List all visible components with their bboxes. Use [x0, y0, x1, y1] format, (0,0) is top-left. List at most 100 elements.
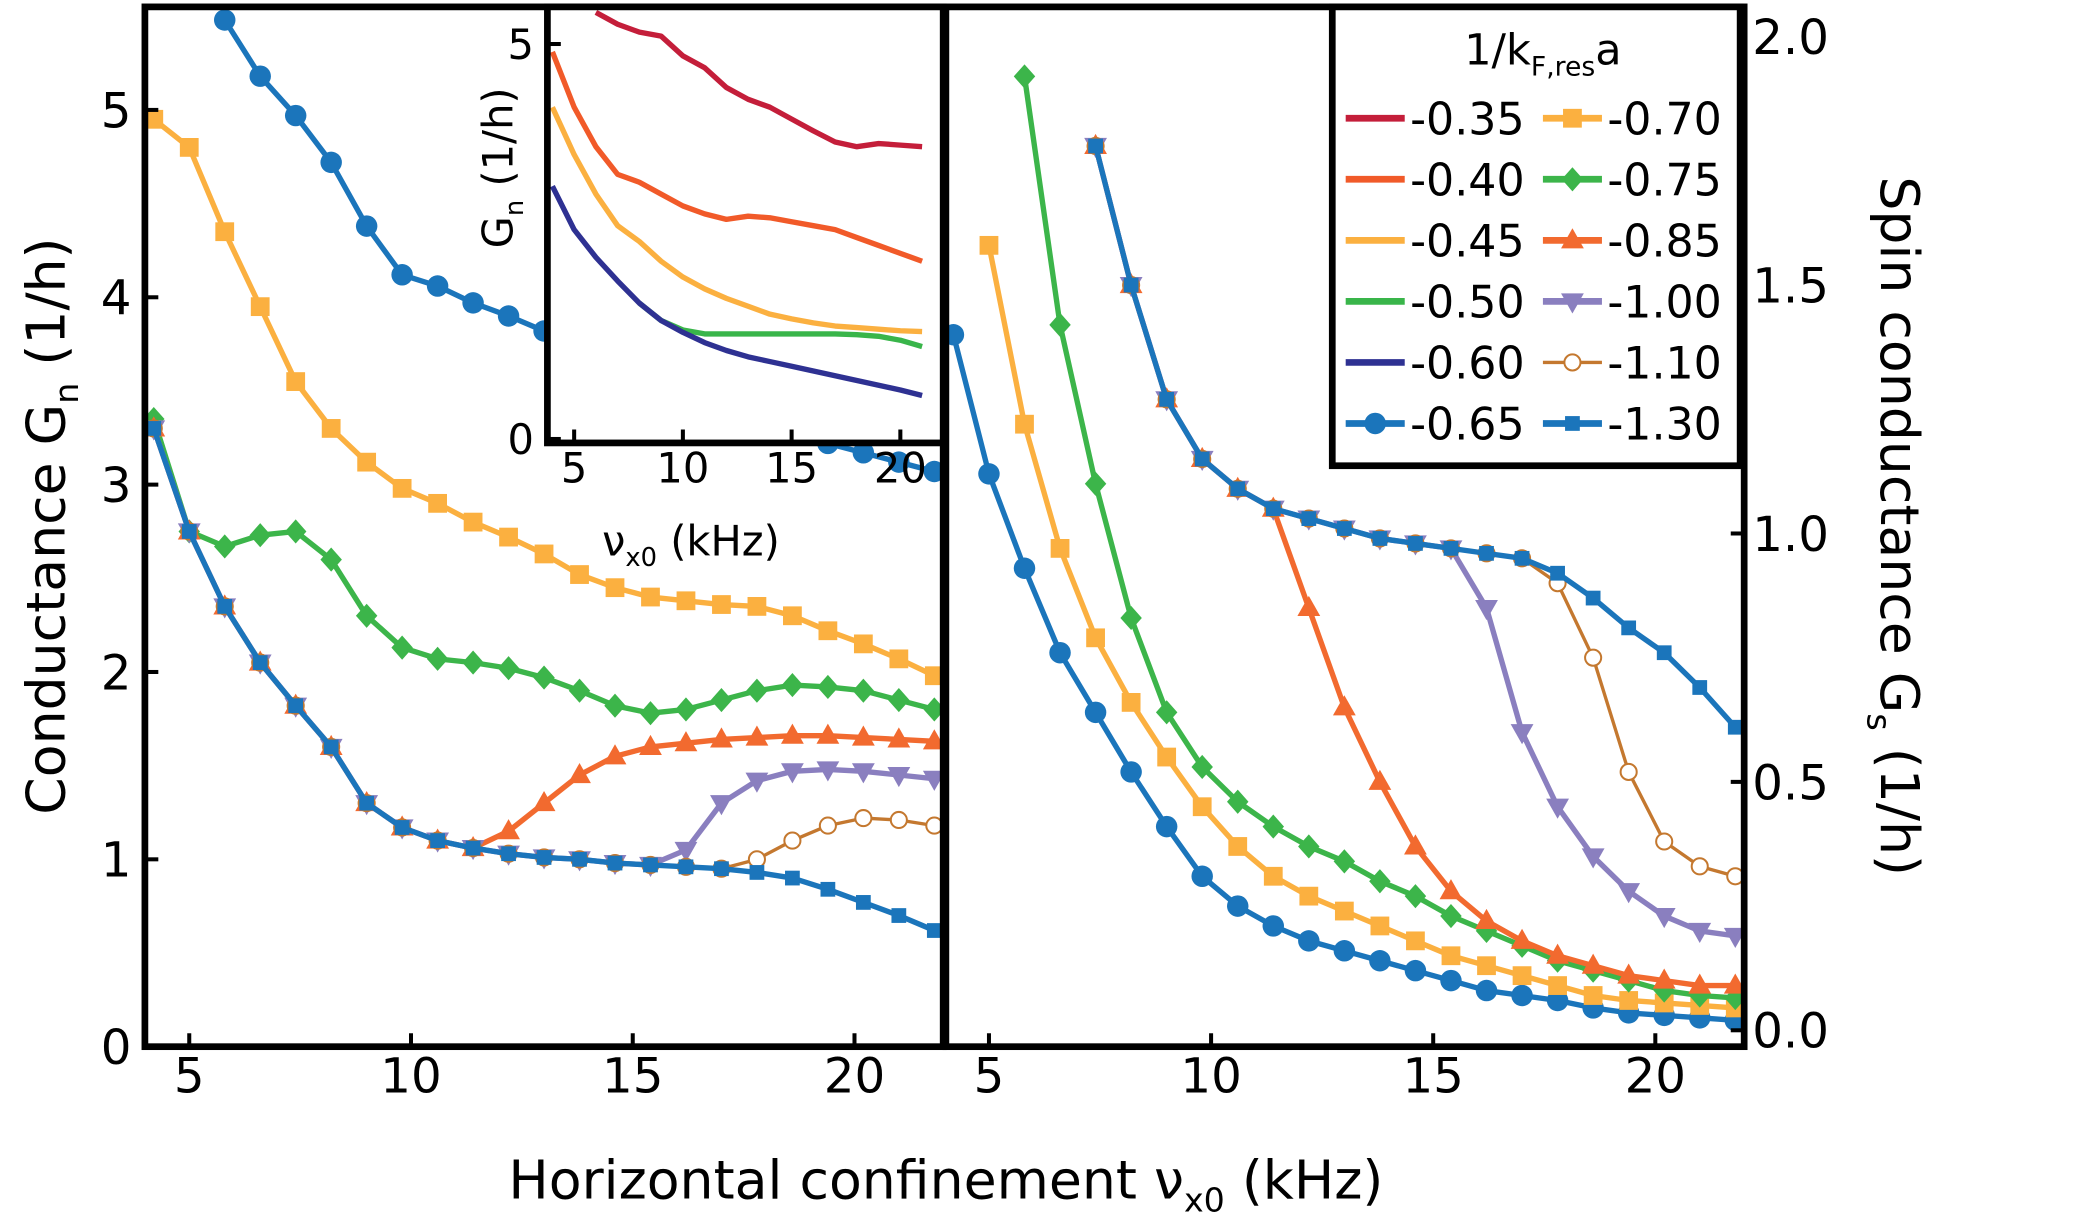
marker [1441, 946, 1461, 966]
marker [924, 666, 944, 686]
inset-background [547, 6, 944, 443]
y2-tick-label: 0.5 [1752, 755, 1829, 811]
plot-area [549, 10, 924, 399]
marker [1013, 64, 1036, 89]
marker [1230, 481, 1246, 497]
x-tick-label: 20 [1625, 1049, 1686, 1105]
marker [678, 859, 694, 875]
series-line [637, 301, 923, 350]
marker [1298, 834, 1320, 859]
marker [288, 698, 304, 714]
label-text: Conductance G [14, 404, 77, 815]
series-line [986, 244, 1736, 1011]
marker [818, 621, 838, 641]
y2-tick-label: 1.5 [1752, 258, 1829, 314]
marker [888, 688, 910, 713]
marker [217, 599, 233, 614]
marker [426, 275, 449, 297]
marker [923, 460, 944, 483]
label-text: G [474, 216, 523, 248]
y-tick-label: 5 [508, 20, 534, 69]
marker [1120, 605, 1142, 631]
marker [712, 595, 731, 614]
marker [1086, 628, 1105, 648]
label-subscript: x0 [1184, 1181, 1225, 1220]
label-text: (kHz) [1225, 1148, 1384, 1211]
marker [146, 421, 162, 436]
marker [1510, 928, 1534, 949]
marker [532, 791, 556, 812]
marker [745, 772, 769, 793]
x-axis-label: Horizontal confinement νx0 (kHz) [508, 1148, 1383, 1219]
marker [1404, 834, 1427, 855]
legend-marker [1364, 412, 1386, 435]
marker [1157, 747, 1177, 767]
marker [570, 565, 589, 584]
marker [783, 831, 802, 850]
marker [816, 761, 840, 782]
legend-box [1328, 3, 1744, 470]
marker [1584, 648, 1603, 667]
marker [675, 697, 697, 722]
label-subscript: s [1860, 713, 1899, 730]
legend-label: -1.30 [1607, 400, 1722, 451]
marker [1510, 724, 1534, 745]
marker [1050, 538, 1070, 558]
marker [745, 725, 769, 746]
marker [1439, 879, 1463, 900]
marker [1581, 848, 1605, 869]
marker [1652, 968, 1676, 989]
label-text: (1/h) [1868, 731, 1931, 876]
marker [323, 739, 339, 755]
marker [1404, 884, 1427, 909]
marker [780, 763, 804, 784]
marker [816, 723, 840, 744]
label-text: (1/h) [474, 87, 523, 199]
marker [1262, 814, 1285, 839]
legend-marker [1563, 108, 1582, 128]
marker [676, 591, 696, 611]
legend-label: -0.65 [1410, 400, 1525, 451]
legend-marker [1561, 167, 1584, 192]
marker [1370, 916, 1390, 936]
label-subscript: F,res [1531, 51, 1595, 82]
marker [249, 65, 271, 87]
marker [355, 603, 378, 628]
marker [355, 215, 378, 237]
legend-marker [1561, 293, 1584, 314]
marker [1655, 832, 1674, 851]
marker [250, 297, 270, 317]
marker [747, 597, 767, 616]
marker [213, 534, 236, 559]
marker [1723, 927, 1745, 948]
marker [945, 324, 965, 346]
marker [887, 766, 911, 788]
marker [853, 634, 873, 654]
marker [1443, 541, 1459, 556]
marker [1265, 501, 1281, 517]
y-tick-label: 4 [101, 271, 132, 327]
marker [181, 524, 197, 539]
marker [605, 578, 625, 598]
legend-label: -0.40 [1410, 155, 1525, 206]
marker [1548, 976, 1567, 995]
marker [430, 833, 445, 848]
marker [783, 606, 802, 626]
marker [463, 512, 483, 532]
marker [1333, 940, 1356, 962]
marker [357, 452, 377, 472]
marker [1334, 901, 1354, 921]
marker [1688, 922, 1712, 943]
y-tick-label: 5 [101, 83, 132, 139]
x-tick-label: 5 [174, 1049, 205, 1105]
legend-label: -0.75 [1607, 155, 1722, 206]
label-text: a [1595, 26, 1621, 76]
legend-label: -0.70 [1607, 94, 1722, 145]
marker [1475, 599, 1498, 621]
y-axis-label: Conductance Gn (1/h) [14, 238, 85, 815]
marker [1475, 979, 1498, 1002]
x-tick-label: 15 [1402, 1049, 1463, 1105]
x-tick-label: 20 [874, 443, 927, 492]
marker [781, 673, 804, 698]
